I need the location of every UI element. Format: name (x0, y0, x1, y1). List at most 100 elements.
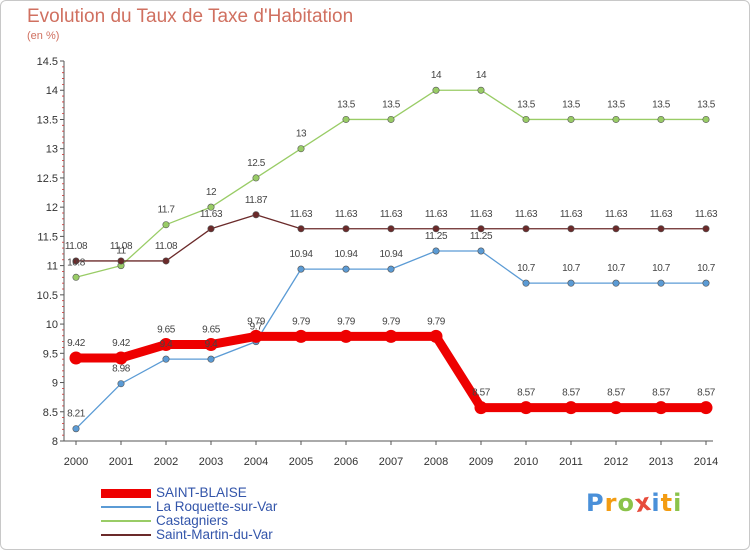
data-point (522, 225, 530, 233)
data-label: 11.63 (650, 209, 673, 220)
data-label: 10.94 (379, 249, 403, 260)
data-point (564, 401, 578, 415)
data-label: 13.5 (697, 99, 716, 110)
data-point (387, 225, 395, 233)
data-point (159, 338, 173, 352)
data-label: 9.4 (205, 339, 219, 350)
data-label: 9.65 (157, 325, 176, 336)
data-point (72, 257, 80, 265)
legend-swatch (101, 534, 151, 536)
data-label: 9.79 (382, 316, 401, 327)
data-label: 11.63 (380, 209, 403, 220)
data-point (117, 380, 125, 388)
logo-letter: i (651, 489, 661, 517)
data-label: 13 (296, 129, 307, 140)
data-point (297, 265, 305, 273)
chart-title: Evolution du Taux de Taxe d'Habitation (27, 6, 354, 27)
data-label: 13.5 (382, 99, 401, 110)
data-label: 13.5 (562, 99, 581, 110)
data-point (477, 247, 485, 255)
x-tick-label: 2002 (154, 456, 178, 468)
data-label: 11.63 (335, 209, 358, 220)
y-tick-label: 9 (52, 378, 58, 390)
y-tick-label: 8 (52, 436, 58, 448)
data-point (657, 115, 665, 123)
data-label: 13.5 (652, 99, 671, 110)
data-point (207, 203, 215, 211)
data-point (654, 401, 668, 415)
x-tick-label: 2000 (64, 456, 88, 468)
data-point (204, 338, 218, 352)
logo-letter: t (660, 489, 674, 517)
data-label: 11.63 (605, 209, 628, 220)
x-tick-label: 2013 (649, 456, 673, 468)
series-castagniers (72, 86, 710, 281)
y-tick-label: 8.5 (43, 407, 58, 419)
data-label: 10.7 (697, 263, 716, 274)
data-point (612, 225, 620, 233)
y-tick-label: 10 (46, 319, 58, 331)
data-point (699, 401, 713, 415)
data-label: 11.87 (245, 195, 268, 206)
logo-letter: i (673, 489, 683, 517)
data-point (297, 145, 305, 153)
proxiti-logo: Proxiti (586, 488, 683, 518)
y-tick-label: 9.5 (43, 348, 58, 360)
data-label: 11.08 (110, 241, 133, 252)
series-saint-martin-du-var (72, 211, 710, 265)
data-label: 12.5 (247, 158, 266, 169)
y-tick-label: 11 (47, 261, 58, 273)
data-label: 13.5 (607, 99, 626, 110)
data-label: 9.79 (337, 316, 356, 327)
x-tick-label: 2001 (109, 456, 133, 468)
data-label: 10.8 (67, 257, 86, 268)
logo-letter: P (586, 489, 605, 517)
data-point (522, 279, 530, 287)
data-point (519, 401, 533, 415)
data-point (432, 225, 440, 233)
data-point (342, 225, 350, 233)
x-tick-label: 2010 (514, 456, 538, 468)
data-label: 9.79 (427, 316, 446, 327)
legend-label: Castagniers (156, 513, 229, 528)
y-tick-label: 10.5 (37, 290, 58, 302)
x-tick-label: 2003 (199, 456, 223, 468)
data-point (207, 355, 215, 363)
legend-swatch (101, 506, 151, 508)
data-label: 8.57 (517, 388, 536, 399)
data-label: 9.4 (160, 339, 174, 350)
data-point (477, 86, 485, 94)
data-point (474, 401, 488, 415)
data-point (567, 279, 575, 287)
data-label: 9.42 (112, 338, 131, 349)
data-labels-layer: 10.8 11 11.7 12 12.5 13 13.5 13.5 14 14 13.5 13.5 13… (65, 70, 719, 419)
data-label: 10.7 (607, 263, 626, 274)
logo-letter: o (617, 489, 635, 517)
data-label: 11.63 (695, 209, 718, 220)
axes: 8 8.5 9 9.5 10 10.5 11 11.5 12 12.5 13 13.5 14 14.5 20… (37, 56, 719, 468)
data-point (162, 221, 170, 229)
x-tick-label: 2008 (424, 456, 448, 468)
data-point (162, 257, 170, 265)
data-point (342, 265, 350, 273)
y-tick-label: 12 (46, 202, 58, 214)
data-point (387, 115, 395, 123)
data-label: 11.63 (200, 209, 223, 220)
data-point (162, 355, 170, 363)
data-label: 13.5 (337, 99, 356, 110)
x-tick-label: 2009 (469, 456, 493, 468)
series-layer (69, 86, 713, 433)
x-tick-label: 2004 (244, 456, 268, 468)
legend-swatch (101, 488, 151, 498)
data-label: 11.63 (290, 209, 313, 220)
data-label: 10.7 (562, 263, 581, 274)
x-tick-label: 2007 (379, 456, 403, 468)
data-point (339, 329, 353, 343)
data-label: 9.79 (247, 316, 266, 327)
data-point (657, 225, 665, 233)
data-point (432, 247, 440, 255)
data-point (702, 115, 710, 123)
legend-label: Saint-Martin-du-Var (156, 527, 273, 542)
y-tick-label: 14.5 (37, 56, 58, 68)
